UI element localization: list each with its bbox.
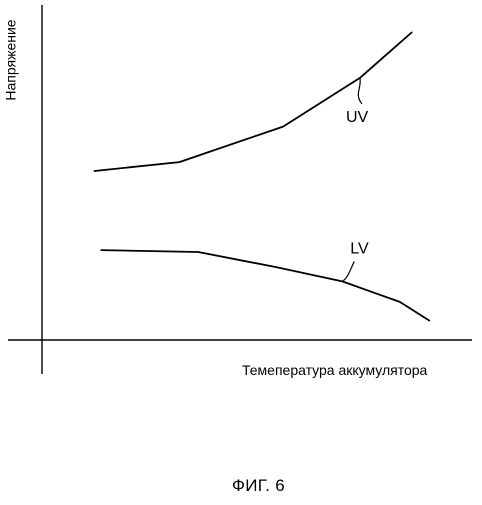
y-axis-label-wrap: Напряжение (2, 6, 20, 114)
series-label-uv: UV (346, 109, 369, 126)
label-layer: UV LV (342, 78, 369, 282)
series-line-lv (101, 250, 429, 320)
series-line-uv (95, 33, 412, 172)
x-axis-label: Темепература аккумулятора (242, 362, 427, 378)
series-layer (95, 33, 430, 321)
series-leader-lv (342, 261, 354, 281)
series-label-lv: LV (350, 240, 369, 257)
series-leader-uv (358, 78, 362, 104)
y-axis-label: Напряжение (3, 19, 19, 100)
figure-caption: ФИГ. 6 (232, 476, 285, 496)
